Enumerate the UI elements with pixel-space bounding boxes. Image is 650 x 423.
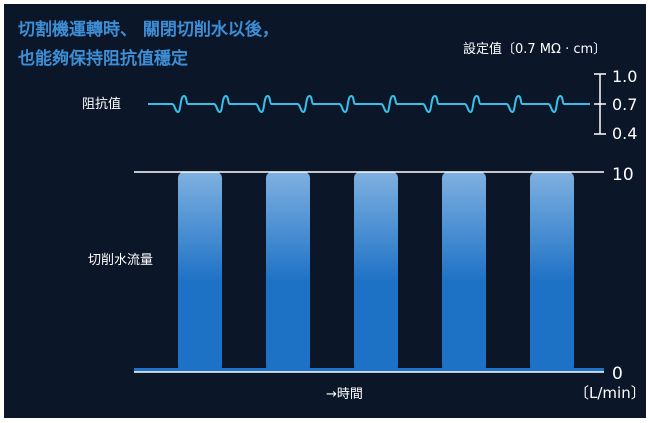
flow-bar (354, 172, 398, 372)
flow-bar (266, 172, 310, 372)
impedance-tick-label: 1.0 (612, 67, 637, 86)
title-line-1: 切割機運轉時、 關閉切削水以後， (18, 19, 279, 40)
flow-tick-label: 0 (612, 364, 623, 384)
flow-bar (530, 172, 574, 372)
title-line-2: 也能夠保持阻抗值穩定 (18, 48, 188, 69)
flow-unit-label: 〔L/min〕 (574, 384, 646, 402)
x-axis-label: →時間 (326, 387, 363, 402)
flow-tick-label: 10 (612, 165, 634, 185)
flow-bar (178, 172, 222, 372)
impedance-tick-label: 0.7 (612, 95, 637, 114)
impedance-series-label: 阻抗值 (82, 96, 121, 112)
impedance-line (148, 94, 590, 114)
flow-series-label: 切削水流量 (88, 253, 153, 268)
flow-bar (442, 172, 486, 372)
impedance-tick-label: 0.4 (612, 124, 637, 143)
setpoint-label: 設定值〔0.7 MΩ · cm〕 (463, 41, 606, 57)
